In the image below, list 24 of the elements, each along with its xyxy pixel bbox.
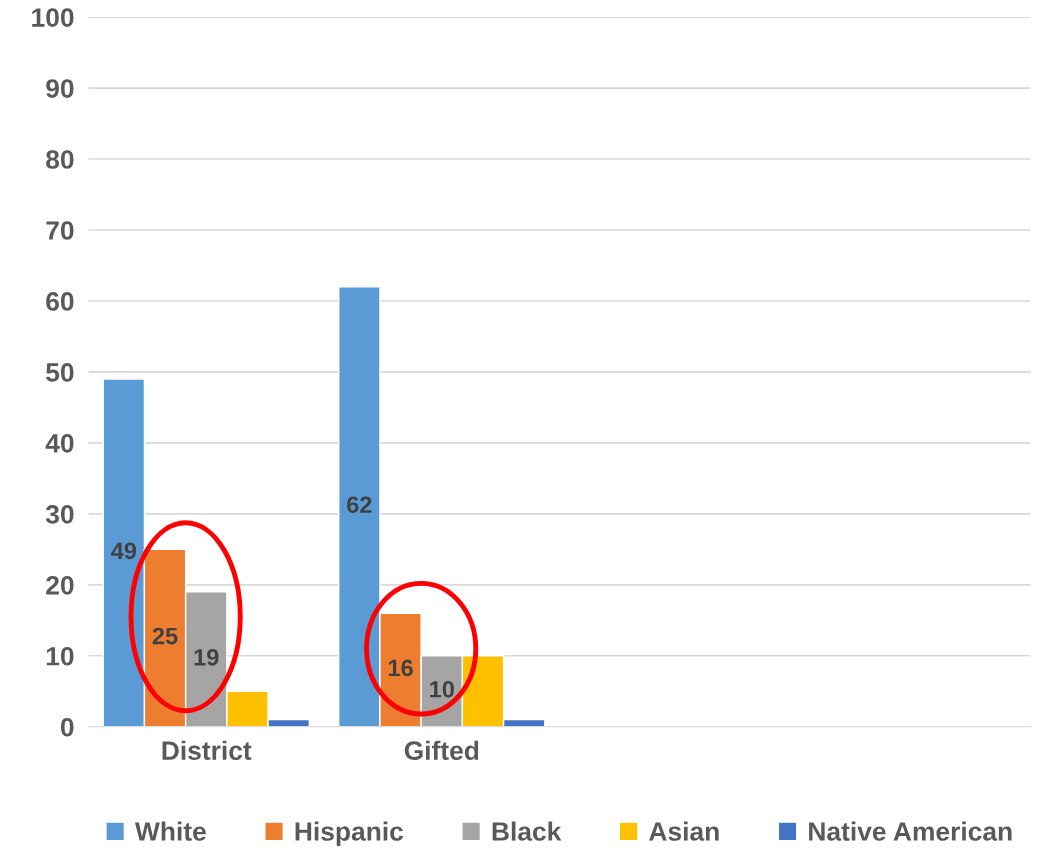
data-label: 49 — [111, 542, 137, 560]
data-label: 62 — [347, 496, 372, 514]
legend-label: Hispanic — [295, 821, 404, 847]
y-tick-label: 60 — [46, 292, 74, 311]
y-tick-label: 100 — [32, 8, 74, 27]
legend-label: Black — [492, 821, 562, 841]
legend-label: Native American — [809, 821, 1012, 841]
y-tick-label: 40 — [45, 434, 74, 453]
data-label: 19 — [194, 648, 219, 666]
data-label: 25 — [152, 627, 178, 645]
y-tick-label: 90 — [46, 79, 74, 98]
y-tick-label: 10 — [46, 646, 74, 666]
x-tick-label: Gifted — [404, 740, 479, 761]
legend-label: White — [134, 821, 206, 841]
y-tick-label: 20 — [46, 575, 74, 595]
y-tick-label: 70 — [46, 221, 74, 240]
y-tick-label: 0 — [60, 717, 74, 737]
y-tick-label: 80 — [46, 150, 74, 169]
data-label: 16 — [388, 659, 413, 677]
data-label: 10 — [430, 680, 454, 698]
y-tick-label: 30 — [45, 504, 74, 524]
legend-label: Asian — [649, 821, 719, 841]
x-tick-label: District — [162, 740, 252, 761]
y-tick-label: 50 — [46, 363, 74, 382]
